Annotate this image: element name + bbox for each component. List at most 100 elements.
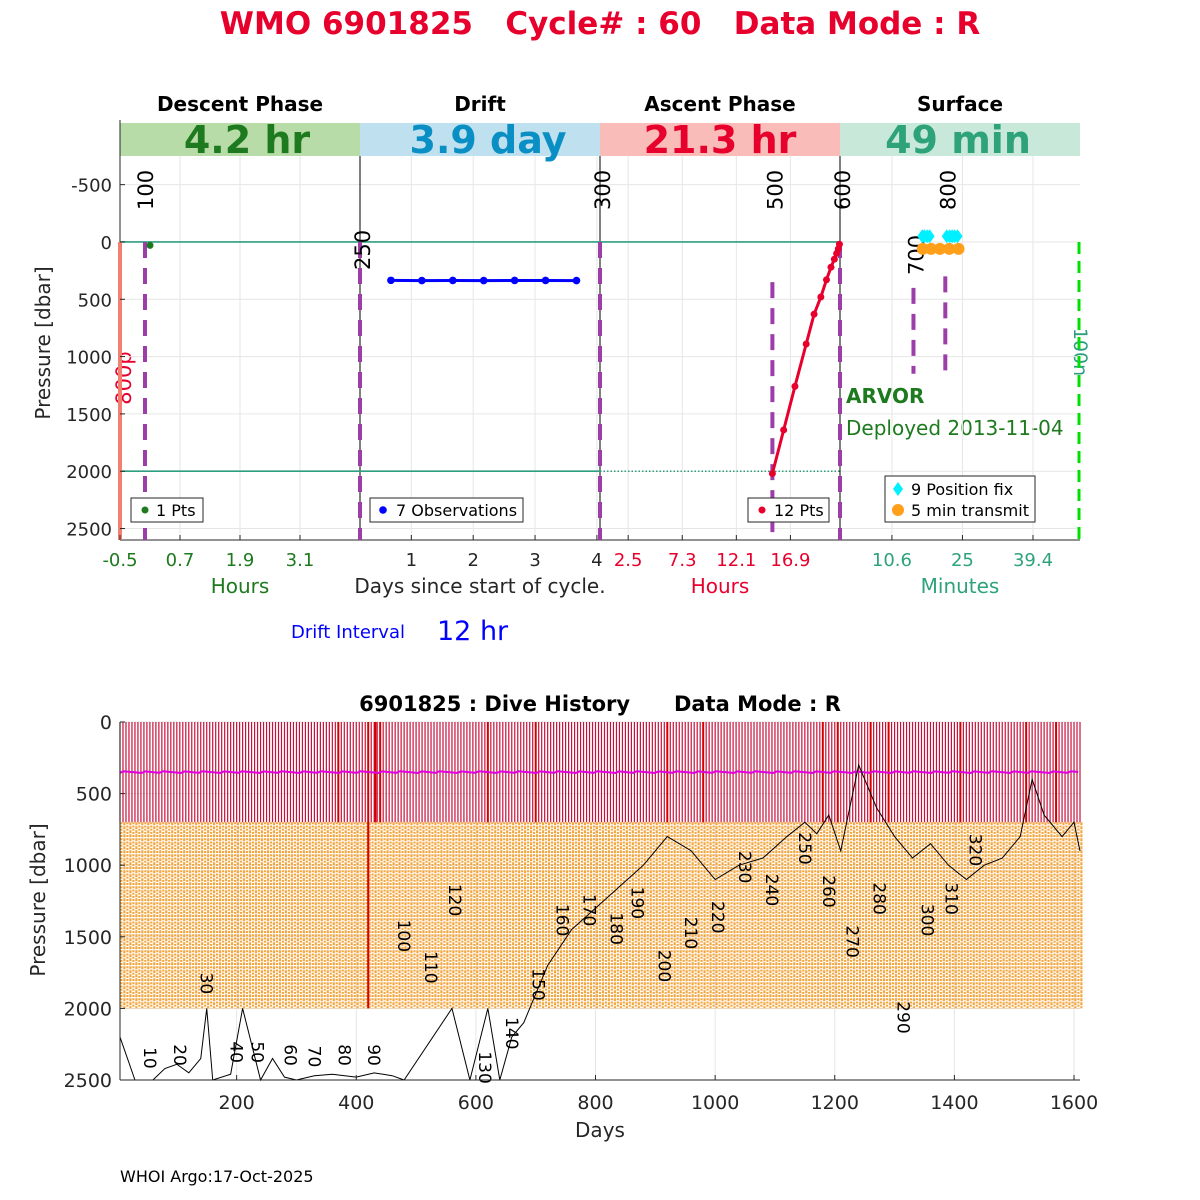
surface-band [840,123,1080,156]
figure-title: WMO 6901825 Cycle# : 60 Data Mode : R [220,6,981,42]
ascent-point [835,240,843,248]
y-tick-label: -500 [71,176,112,197]
legend-marker-descent [141,506,149,514]
legend-label-ascent: 12 Pts [774,501,824,520]
cycle-number-label: 100 [393,920,413,952]
ascent-point [827,263,835,271]
event-label: 500 [763,170,787,210]
bottom-y-tick-label: 2000 [64,998,112,1020]
cycle-number-label: 200 [653,950,673,982]
cycle-number-label: 310 [940,882,960,914]
bottom-y-tick-label: 1000 [64,855,112,877]
cycle-number-label: 320 [964,834,984,866]
legend-label-transmit: 5 min transmit [911,501,1029,520]
bottom-y-tick-label: 0 [100,712,112,734]
cycle-number-label: 140 [501,1017,521,1049]
cycle-number-label: 270 [842,925,862,957]
cycle-number-label: 300 [916,904,936,936]
bottom-x-tick-label: 1400 [930,1092,978,1114]
drift-interval-value: 12 hr [437,616,509,647]
drift-band [360,123,600,156]
x-tick-label: 25 [951,550,974,571]
cycle-number-label: 30 [196,973,216,995]
cycle-number-label: 70 [303,1046,323,1068]
bottom-y-tick-label: 2500 [64,1070,112,1092]
ascent-point [791,382,799,390]
position-fix-point [952,229,963,244]
cycle-number-label: 240 [761,874,781,906]
descent-phase-title: Descent Phase [157,92,323,116]
cycle-number-label: 260 [818,875,838,907]
drift-interval-label: Drift Interval [291,622,405,643]
bottom-x-tick-label: 600 [458,1092,494,1114]
cycle-number-label: 50 [247,1041,267,1063]
event-label: 600 [831,170,855,210]
ascent-phase-title: Ascent Phase [644,92,795,116]
cycle-number-label: 60 [279,1044,299,1066]
footer-credit: WHOI Argo:17-Oct-2025 [120,1167,314,1186]
park-pressure-line [119,770,1079,774]
cycle-number-label: 40 [226,1041,246,1063]
event-label: 800 [936,170,960,210]
cycle-number-label: 210 [680,917,700,949]
surface-duration: 49 min [885,118,1031,162]
drift-point [387,276,395,285]
ascent-point [810,310,818,318]
deployed-label: Deployed 2013-11-04 [846,416,1064,440]
bottom-x-tick-label: 800 [577,1092,613,1114]
bottom-x-tick-label: 1600 [1050,1092,1098,1114]
cycle-timeline-chart: Descent Phase Drift Ascent Phase Surface… [31,92,1091,647]
right-depth-label: 100n [1069,328,1091,376]
descent-duration: 4.2 hr [184,118,311,162]
ascent-point [768,470,776,478]
cycle-number-label: 230 [734,851,754,883]
event-label: 250 [351,230,375,270]
cycle-number-label: 110 [420,951,440,983]
x-tick-label: 1.9 [226,550,255,571]
cycle-number-label: 290 [893,1001,913,1033]
ascent-point [817,293,825,301]
x-tick-label: 0.7 [166,550,195,571]
event-label: 300 [591,170,615,210]
ascent-point [780,426,788,434]
drift-duration: 3.9 day [410,118,567,162]
cycle-number-label: 120 [444,884,464,916]
position-fix-point [924,229,935,244]
cycle-number-label: 80 [333,1044,353,1066]
x-tick-label: 12.1 [716,550,756,571]
drift-point [418,276,426,285]
descent-xunit: Hours [211,574,270,598]
descent-point [146,241,154,249]
x-tick-label: 16.9 [770,550,810,571]
legend-label-drift: 7 Observations [396,501,517,520]
x-tick-label: 2 [467,550,478,571]
drift-point [572,276,581,285]
x-tick-label: 4 [591,550,602,571]
left-depth-label: 800p [112,351,136,404]
x-tick-label: 2.5 [614,550,643,571]
y-tick-label: 2500 [66,520,112,541]
ascent-point [830,255,838,263]
cycle-number-label: 170 [579,894,599,926]
drift-phase-title: Drift [454,92,506,116]
x-tick-label: -0.5 [102,550,137,571]
transmit-point [916,242,929,255]
cycle-number-label: 90 [363,1044,383,1066]
cycle-number-label: 220 [707,901,727,933]
y-tick-label: 0 [101,233,112,254]
legend-marker-drift [379,506,387,514]
legend-label-descent: 1 Pts [156,501,196,520]
center-xlabel: Days since start of cycle. [354,574,605,598]
ascent-point [822,276,830,284]
transmit-point [925,242,938,255]
y-tick-label: 500 [78,290,112,311]
cycle-number-label: 150 [528,968,548,1000]
cycle-number-label: 190 [626,887,646,919]
x-tick-label: 3.1 [286,550,315,571]
transmit-point [933,242,946,255]
y-tick-label: 1000 [66,348,112,369]
x-tick-label: 39.4 [1013,550,1053,571]
legend-marker-ascent [758,506,766,514]
drift-point [448,276,457,285]
event-label: 100 [134,170,158,210]
